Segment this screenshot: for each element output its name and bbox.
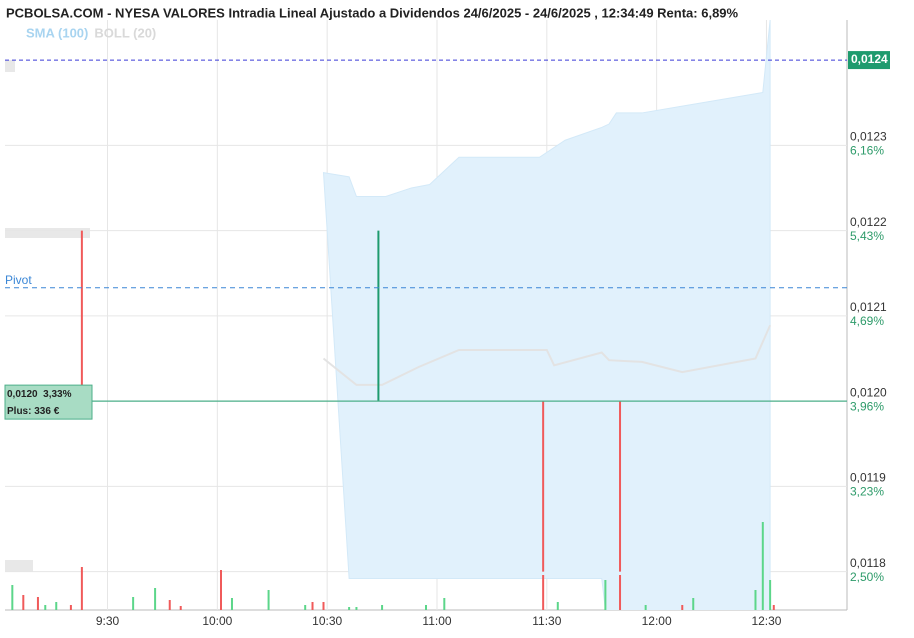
x-tick-label: 12:30 xyxy=(751,614,781,628)
volume-bar xyxy=(443,598,446,610)
x-tick-label: 10:00 xyxy=(202,614,232,628)
x-tick-label: 9:30 xyxy=(96,614,120,628)
pivot-label: Pivot xyxy=(5,273,32,287)
y-tick-label: 0,0123 xyxy=(850,130,887,144)
last-price-label: 0,0124 xyxy=(851,52,888,66)
volume-bar xyxy=(69,605,72,610)
volume-bar xyxy=(681,605,684,610)
pct-tick-label: 5,43% xyxy=(850,229,884,243)
pct-tick-label: 4,69% xyxy=(850,314,884,328)
volume-bar xyxy=(322,602,325,610)
volume-bar xyxy=(36,597,39,610)
volume-bar xyxy=(219,570,222,610)
volume-bar xyxy=(179,606,182,610)
plot xyxy=(5,20,847,610)
marker-box xyxy=(4,384,93,420)
x-tick-label: 11:30 xyxy=(532,614,561,628)
y-tick-label: 0,0122 xyxy=(850,215,887,229)
marker-label: 0,0120 3,33% xyxy=(7,389,72,400)
chart-title: PCBOLSA.COM - NYESA VALORES Intradia Lin… xyxy=(6,5,739,20)
volume-bar xyxy=(154,588,157,610)
y-tick-label: 0,0119 xyxy=(850,471,886,485)
pct-tick-label: 3,96% xyxy=(850,399,884,413)
pct-tick-label: 6,16% xyxy=(850,144,884,158)
x-tick-label: 11:00 xyxy=(422,614,451,628)
y-tick-label: 0,0120 xyxy=(850,385,887,399)
sma-line xyxy=(322,324,772,386)
volume-bar xyxy=(348,607,351,610)
tag-bg xyxy=(5,60,15,72)
volume-bar xyxy=(132,597,135,610)
last-price-tag xyxy=(848,51,890,70)
volume-bar xyxy=(772,605,775,610)
volume-bar xyxy=(355,607,358,610)
volume-bar xyxy=(304,605,307,610)
volume-bar xyxy=(425,605,427,610)
volume-bar xyxy=(168,600,171,610)
volume-bar xyxy=(267,590,270,610)
tag-bg xyxy=(5,228,90,238)
volume-bar xyxy=(381,605,384,610)
bollinger-band xyxy=(322,20,771,610)
volume-bar xyxy=(230,598,233,610)
volume-bar xyxy=(44,605,47,610)
x-tick-label: 12:00 xyxy=(642,614,672,628)
legend-entry: SMA (100) xyxy=(26,25,88,40)
volume-bar xyxy=(80,567,83,610)
volume-bar xyxy=(619,575,622,610)
tag-bg xyxy=(5,560,33,572)
volume-bar xyxy=(542,575,545,610)
volume-bar xyxy=(311,602,314,610)
x-tick-label: 10:30 xyxy=(312,614,342,628)
volume-bar xyxy=(556,602,559,610)
volume-bar xyxy=(604,580,607,610)
volume-bar xyxy=(55,602,58,610)
volume-bar xyxy=(769,580,772,610)
pct-tick-label: 2,50% xyxy=(850,570,884,584)
y-tick-label: 0,0118 xyxy=(850,556,886,570)
volume-bar xyxy=(22,595,25,610)
legend-entry: BOLL (20) xyxy=(94,25,156,40)
pct-tick-label: 3,23% xyxy=(850,485,884,499)
volume-bar xyxy=(754,590,757,610)
marker-plus: Plus: 336 € xyxy=(7,406,60,417)
volume-bar xyxy=(761,522,764,610)
y-tick-label: 0,0121 xyxy=(850,300,887,314)
volume-bar xyxy=(692,598,695,610)
volume-bar xyxy=(11,585,14,610)
volume-bar xyxy=(644,605,647,610)
